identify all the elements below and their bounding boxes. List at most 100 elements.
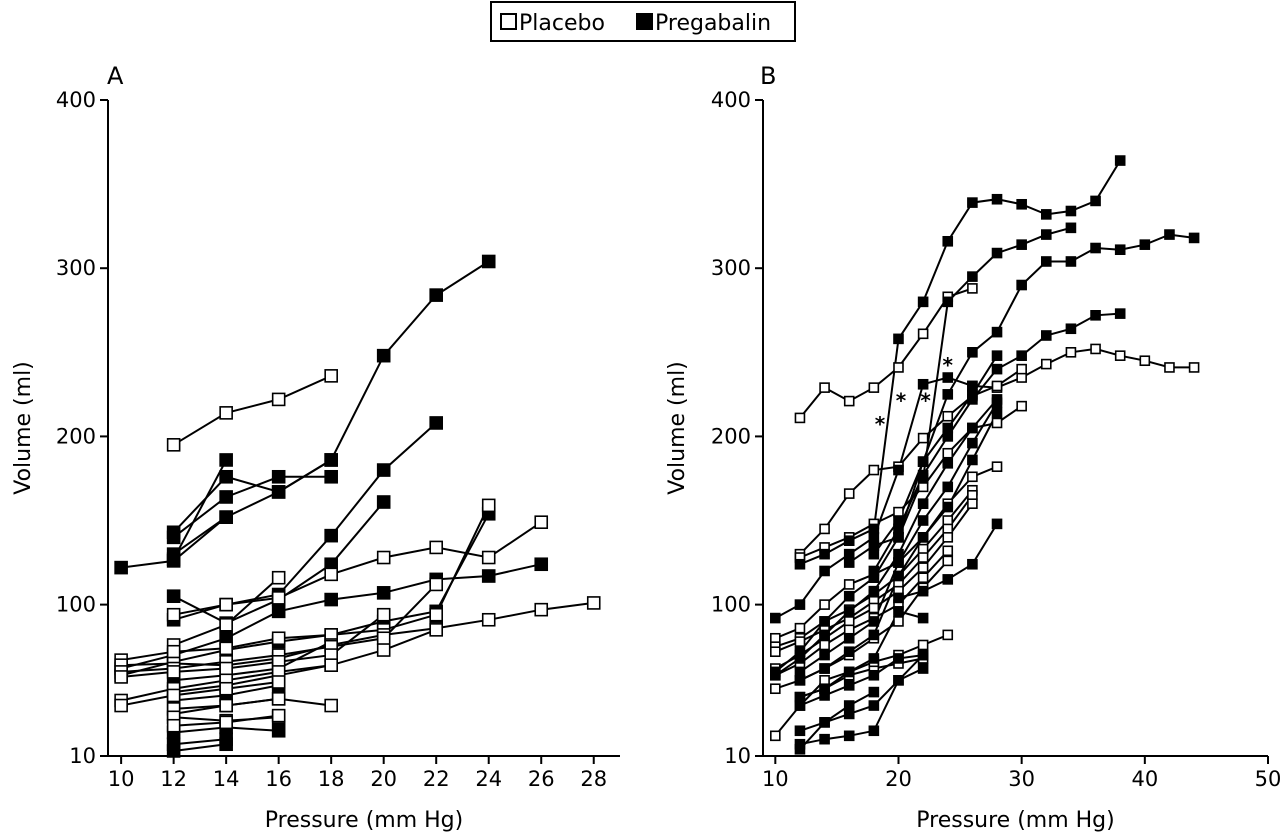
pregabalin-data-point [967, 197, 978, 208]
placebo-data-point [917, 552, 929, 563]
y-tick-label: 10 [69, 744, 96, 768]
legend: Placebo Pregabalin [490, 1, 796, 42]
pregabalin-data-point [1016, 350, 1027, 361]
placebo-data-point [166, 665, 181, 679]
placebo-series-line [120, 681, 279, 707]
x-axis-title: Pressure (mm Hg) [916, 808, 1114, 833]
pregabalin-data-point [868, 725, 880, 737]
pregabalin-data-point [1065, 323, 1077, 335]
placebo-data-point [271, 708, 286, 723]
x-tick-label: 24 [475, 767, 502, 791]
pregabalin-data-point [868, 669, 880, 681]
pregabalin-data-point [219, 490, 233, 504]
placebo-data-point [770, 730, 781, 742]
x-tick-label: 16 [265, 767, 292, 791]
pregabalin-series-line [173, 738, 227, 746]
placebo-data-point [819, 382, 830, 393]
pregabalin-data-point [271, 469, 286, 484]
pregabalin-data-point [429, 416, 444, 430]
pregabalin-data-point [770, 612, 781, 624]
pregabalin-data-point [868, 532, 880, 543]
placebo-data-point [868, 464, 880, 476]
placebo-data-point [868, 602, 880, 614]
pregabalin-data-point [917, 663, 929, 674]
pregabalin-data-point [868, 572, 880, 584]
significance-marker: * [875, 412, 886, 436]
x-tick-label: 14 [213, 767, 240, 791]
placebo-series-line [972, 347, 1195, 389]
pregabalin-data-point [1065, 256, 1077, 267]
placebo-data-point [893, 362, 904, 373]
y-axis-title: Volume (ml) [11, 361, 36, 495]
y-tick-label: 10 [724, 744, 751, 768]
y-tick-label: 300 [56, 256, 96, 280]
placebo-data-point [219, 617, 233, 632]
placebo-data-point [843, 488, 855, 499]
placebo-data-point [166, 688, 181, 703]
placebo-data-point [166, 607, 181, 622]
pregabalin-data-point [819, 649, 830, 661]
placebo-data-point [1164, 362, 1175, 373]
pregabalin-data-point [917, 649, 929, 661]
pregabalin-data-point [219, 737, 233, 752]
pregabalin-series-line [173, 743, 227, 752]
placebo-data-point [917, 639, 929, 651]
panel-label: B [760, 62, 776, 90]
pregabalin-data-point [991, 407, 1003, 419]
placebo-data-point [481, 498, 496, 513]
placebo-data-point [770, 683, 781, 695]
placebo-data-point [1188, 362, 1200, 373]
placebo-series-line [173, 374, 332, 446]
placebo-data-point [166, 718, 181, 733]
placebo-data-point [967, 498, 978, 509]
placebo-data-point [917, 562, 929, 573]
pregabalin-data-point [917, 612, 929, 624]
y-tick-label: 200 [711, 424, 751, 448]
pregabalin-data-point [967, 389, 978, 400]
significance-marker: * [943, 353, 954, 377]
placebo-data-point [868, 382, 880, 393]
placebo-data-point [324, 369, 338, 383]
placebo-data-point [917, 432, 929, 444]
x-tick-label: 10 [762, 767, 789, 791]
significance-marker: * [920, 388, 931, 412]
pregabalin-data-point [819, 733, 830, 745]
pregabalin-data-point [868, 629, 880, 641]
pregabalin-data-point [1114, 244, 1126, 256]
pregabalin-data-point [819, 548, 830, 560]
pregabalin-data-point [942, 372, 954, 383]
placebo-data-point [917, 328, 929, 340]
pregabalin-data-point [843, 680, 855, 691]
y-tick-label: 100 [711, 593, 751, 617]
x-tick-label: 20 [370, 767, 397, 791]
pregabalin-data-point [942, 422, 954, 434]
y-tick-label: 400 [711, 88, 751, 112]
pregabalin-data-point [219, 510, 233, 524]
placebo-series-line [173, 697, 332, 710]
pregabalin-data-point [843, 700, 855, 711]
y-tick-label: 200 [56, 424, 96, 448]
placebo-data-point [271, 591, 286, 605]
pregabalin-data-point [893, 570, 904, 582]
placebo-data-point [794, 636, 806, 647]
x-tick-label: 22 [423, 767, 450, 791]
pregabalin-data-point [991, 363, 1003, 375]
pregabalin-data-point [893, 532, 904, 543]
pregabalin-data-point [893, 653, 904, 664]
panel-a: 10 100 200 300 400 10 12 14 16 18 20 22 24 26 28 Pressu… [11, 62, 620, 833]
placebo-series-line [121, 613, 385, 678]
y-tick-label: 300 [711, 256, 751, 280]
pregabalin-data-point [794, 725, 806, 737]
placebo-data-point [271, 692, 286, 706]
pregabalin-data-point [917, 378, 929, 390]
pregabalin-data-point [868, 686, 880, 698]
pregabalin-data-point [1040, 330, 1052, 341]
placebo-data-point [942, 555, 954, 567]
pregabalin-data-point [819, 663, 830, 674]
pregabalin-data-point [324, 469, 338, 484]
pregabalin-data-point [991, 193, 1003, 205]
legend-placebo-label: Placebo [519, 11, 605, 36]
placebo-data-point [893, 616, 904, 627]
pregabalin-data-point [166, 554, 181, 568]
